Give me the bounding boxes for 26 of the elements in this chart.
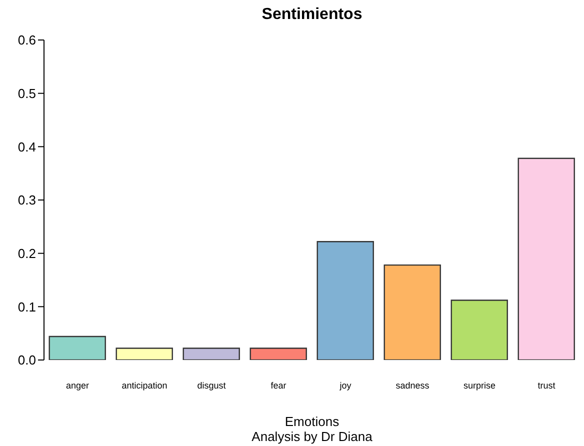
y-tick-label: 0.0 [18, 352, 36, 368]
x-axis-title: Emotions [284, 414, 340, 429]
x-tick-label: joy [338, 380, 352, 390]
bar [116, 348, 173, 360]
bar [48, 336, 106, 360]
bar [250, 348, 307, 360]
y-tick-label: 0.6 [18, 32, 36, 48]
y-tick-label: 0.4 [18, 139, 36, 154]
x-tick-label: fear [270, 380, 286, 390]
bar [450, 300, 508, 360]
x-tick-label: disgust [197, 380, 226, 390]
chart-title: Sentimientos [260, 6, 364, 24]
y-tick-label: 0.5 [18, 86, 36, 101]
bar [316, 241, 374, 360]
y-tick-label: 0.3 [18, 192, 36, 208]
y-tick-label: 0.2 [18, 246, 36, 261]
x-tick-label: sadness [396, 380, 430, 390]
bar [518, 158, 575, 360]
x-tick-label: anger [66, 380, 90, 390]
y-tick-label: 0.1 [18, 299, 36, 314]
x-tick-label: surprise [463, 380, 496, 390]
x-tick-label: anticipation [122, 380, 168, 390]
bar [384, 264, 441, 360]
x-tick-label: trust [538, 380, 556, 390]
bar [182, 348, 240, 360]
text: Analysis by Dr Diana [250, 429, 374, 444]
